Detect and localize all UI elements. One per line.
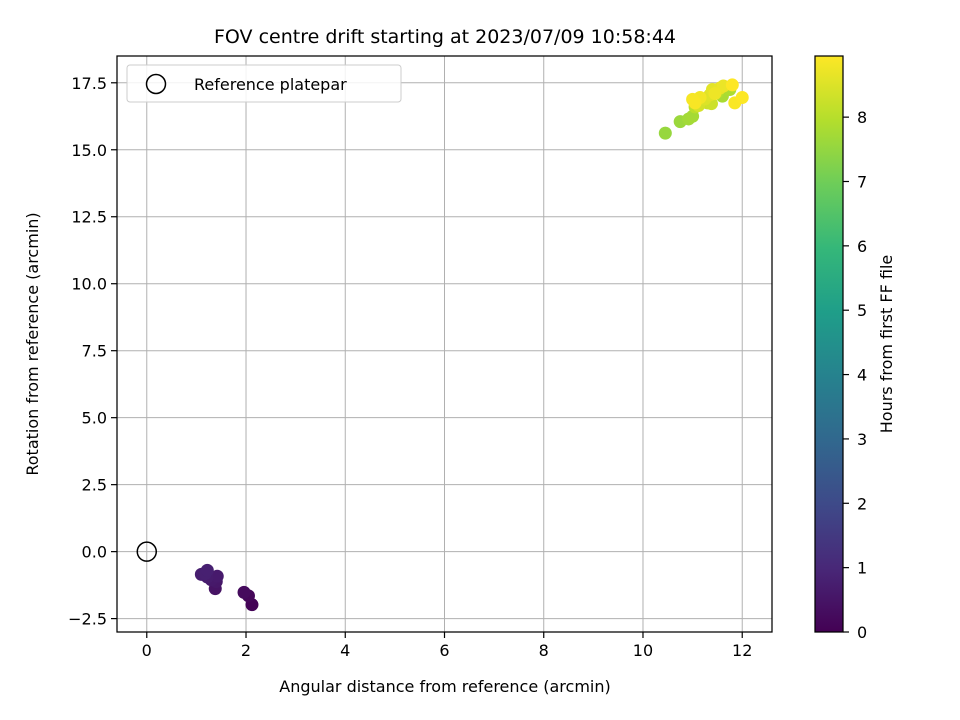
- x-tick-label: 0: [142, 641, 152, 660]
- colorbar-label: Hours from first FF file: [877, 255, 896, 434]
- x-tick-label: 6: [439, 641, 449, 660]
- y-tick-label: 2.5: [82, 476, 107, 495]
- x-axis-ticks: 0 2 4 6 8 10 12: [142, 632, 752, 660]
- data-point: [688, 96, 702, 110]
- grid: [117, 56, 772, 632]
- colorbar-ticks: 0 1 2 3 4 5 6 7 8: [843, 108, 867, 642]
- data-point: [708, 87, 722, 101]
- data-point: [210, 569, 224, 583]
- colorbar-tick-label: 6: [857, 237, 867, 256]
- x-tick-label: 4: [340, 641, 350, 660]
- chart-title: FOV centre drift starting at 2023/07/09 …: [214, 26, 676, 48]
- colorbar-tick-label: 0: [857, 623, 867, 642]
- data-point: [725, 78, 739, 92]
- data-point: [237, 585, 251, 599]
- colorbar-tick-label: 8: [857, 108, 867, 127]
- legend: Reference platepar: [126, 64, 402, 103]
- colorbar-tick-label: 1: [857, 559, 867, 578]
- y-axis-ticks: −2.5 0.0 2.5 5.0 7.5 10.0 12.5 15.0 17.5: [68, 74, 117, 629]
- x-tick-label: 10: [633, 641, 653, 660]
- y-tick-label: 15.0: [71, 141, 107, 160]
- data-points: [194, 78, 749, 612]
- colorbar-tick-label: 4: [857, 366, 867, 385]
- y-tick-label: −2.5: [68, 610, 107, 629]
- colorbar-frame: [814, 55, 844, 633]
- colorbar-tick-label: 3: [857, 430, 867, 449]
- y-tick-label: 7.5: [82, 342, 107, 361]
- legend-box: [126, 64, 402, 103]
- data-point: [658, 126, 672, 140]
- plot-area: 0 2 4 6 8 10 12 −2.5 0.0 2.5 5.0 7.5 10.0 12.5 15.0 17…: [68, 55, 773, 660]
- data-point: [200, 563, 214, 577]
- x-axis-label: Angular distance from reference (arcmin): [279, 677, 610, 696]
- y-axis-label: Rotation from reference (arcmin): [23, 212, 42, 475]
- y-tick-label: 10.0: [71, 275, 107, 294]
- y-tick-label: 17.5: [71, 74, 107, 93]
- x-tick-label: 8: [539, 641, 549, 660]
- reference-platepar-marker: [136, 541, 158, 562]
- y-tick-label: 12.5: [71, 208, 107, 227]
- colorbar: 0 1 2 3 4 5 6 7 8 Hours from first FF file: [814, 55, 896, 642]
- colorbar-tick-label: 5: [857, 301, 867, 320]
- colorbar-tick-label: 7: [857, 172, 867, 191]
- colorbar-tick-label: 2: [857, 494, 867, 513]
- colorbar-gradient: [815, 56, 843, 632]
- x-tick-label: 2: [241, 641, 251, 660]
- legend-marker-icon: [145, 73, 167, 95]
- y-tick-label: 0.0: [82, 543, 107, 562]
- x-tick-label: 12: [732, 641, 752, 660]
- legend-entry-label: Reference platepar: [194, 75, 347, 94]
- data-point: [735, 91, 749, 105]
- y-tick-label: 5.0: [82, 409, 107, 428]
